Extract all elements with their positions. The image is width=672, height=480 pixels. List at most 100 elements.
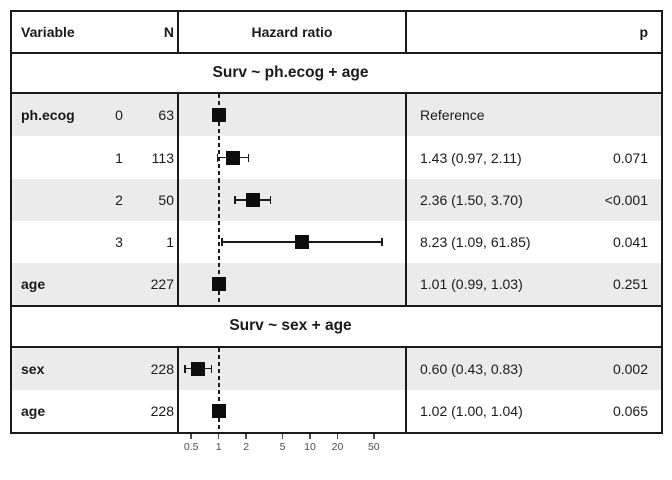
axis-tick-label: 10 (304, 441, 316, 453)
ci-cap-low (221, 238, 223, 246)
hr-plot-cell (179, 220, 407, 264)
column-header-n: N (163, 24, 174, 40)
table-row: sex 228 0.60 (0.43, 0.83) 0.002 (12, 347, 661, 390)
hr-point-square (212, 277, 227, 292)
estimate-cell: 2.36 (1.50, 3.70) <0.001 (407, 179, 661, 221)
p-value: 0.002 (612, 360, 648, 377)
estimate-cell: 1.01 (0.99, 1.03) 0.251 (407, 263, 661, 305)
reference-line (217, 220, 220, 264)
hr-point-square (211, 108, 226, 123)
section-header-row: Surv ~ ph.ecog + age (12, 52, 661, 95)
estimate-cell: 0.60 (0.43, 0.83) 0.002 (407, 348, 661, 390)
table-row: age 227 1.01 (0.99, 1.03) 0.251 (12, 263, 661, 306)
variable-level: 3 (115, 234, 123, 250)
p-value: <0.001 (604, 191, 648, 208)
column-header-hazard-ratio: Hazard ratio (251, 24, 333, 40)
axis-tick (281, 434, 284, 439)
table-header-row: Variable N Hazard ratio p (12, 12, 661, 52)
x-axis: 0.5 1 2 5 10 20 50 (179, 434, 407, 464)
ci-cap-low (233, 195, 236, 204)
row-label-cell: age 228 (12, 389, 179, 433)
row-label-cell: age 227 (12, 263, 179, 306)
hr-estimate-label: 8.23 (1.09, 61.85) (420, 234, 531, 250)
ci-cap-low (184, 364, 187, 373)
n-value: 63 (158, 107, 174, 124)
variable-level: 0 (115, 107, 123, 124)
hr-point-square (295, 235, 310, 249)
table-row: 2 50 2.36 (1.50, 3.70) <0.001 (12, 178, 661, 221)
table-row: 1 113 1.43 (0.97, 2.11) 0.071 (12, 136, 661, 179)
table-row: ph.ecog 0 63 Reference (12, 94, 661, 137)
variable-name: ph.ecog (21, 107, 75, 124)
axis-tick-label: 50 (367, 441, 380, 453)
ci-cap-low (216, 153, 219, 162)
ci-cap-high (247, 153, 250, 162)
hr-estimate-label: Reference (420, 107, 485, 124)
header-cell-hazard-ratio: Hazard ratio (179, 12, 407, 52)
hr-plot-cell (179, 136, 407, 179)
variable-level: 2 (115, 191, 123, 208)
variable-level: 1 (115, 149, 123, 166)
estimate-cell: 1.43 (0.97, 2.11) 0.071 (407, 136, 661, 178)
p-value: 0.071 (612, 149, 648, 166)
n-value: 113 (151, 149, 174, 166)
hr-plot-cell (179, 347, 407, 390)
hr-point-square (212, 403, 227, 418)
row-label-cell: ph.ecog 0 63 (12, 94, 179, 137)
section-title: Surv ~ sex + age (229, 317, 352, 335)
estimate-cell: 8.23 (1.09, 61.85) 0.041 (407, 221, 661, 263)
p-value: 0.251 (612, 276, 648, 293)
n-value: 228 (150, 402, 174, 419)
axis-tick (190, 434, 192, 439)
axis-tick (373, 434, 375, 439)
reference-line (217, 178, 220, 221)
estimate-cell: 1.02 (1.00, 1.04) 0.065 (407, 390, 661, 432)
row-label-cell: sex 228 (12, 347, 179, 390)
hr-plot-cell (179, 178, 407, 221)
header-cell-p: p (407, 12, 661, 52)
table-row: age 228 1.02 (1.00, 1.04) 0.065 (12, 389, 661, 433)
axis-tick (245, 434, 247, 439)
variable-name: age (21, 276, 46, 293)
p-value: 0.041 (612, 234, 648, 250)
header-cell-variable: Variable N (12, 12, 179, 52)
row-label-cell: 2 50 (12, 178, 179, 221)
axis-tick (309, 434, 311, 439)
section-header-row: Surv ~ sex + age (12, 305, 661, 348)
variable-name: age (21, 402, 46, 419)
ci-cap-high (381, 238, 384, 246)
axis-tick-label: 0.5 (183, 441, 199, 453)
column-header-p: p (639, 24, 648, 40)
ci-cap-high (210, 364, 213, 373)
n-value: 227 (150, 276, 174, 293)
axis-tick-label: 1 (215, 441, 222, 453)
axis-tick-label: 5 (279, 441, 286, 453)
hr-plot-cell (179, 389, 407, 433)
table-row: 3 1 8.23 (1.09, 61.85) 0.041 (12, 220, 661, 264)
axis-tick (217, 434, 220, 439)
hr-estimate-label: 1.01 (0.99, 1.03) (420, 276, 523, 293)
hr-point-square (191, 361, 206, 376)
axis-tick-label: 20 (331, 441, 344, 453)
forest-table: Variable N Hazard ratio p Surv ~ ph.ecog… (10, 10, 663, 434)
hr-point-square (245, 192, 260, 207)
estimate-cell: Reference (407, 94, 661, 136)
hr-plot-cell (179, 94, 407, 137)
hr-plot-cell (179, 263, 407, 306)
ci-cap-high (269, 195, 272, 204)
n-value: 228 (150, 360, 174, 377)
axis-tick-label: 2 (243, 441, 250, 453)
variable-name: sex (21, 360, 45, 377)
hr-estimate-label: 0.60 (0.43, 0.83) (420, 360, 523, 377)
column-header-variable: Variable (21, 24, 75, 40)
axis-tick (336, 434, 339, 439)
section-title: Surv ~ ph.ecog + age (212, 64, 369, 82)
n-value: 1 (166, 234, 174, 250)
hr-estimate-label: 1.02 (1.00, 1.04) (420, 402, 523, 419)
row-label-cell: 1 113 (12, 136, 179, 179)
reference-line (217, 347, 220, 390)
n-value: 50 (158, 191, 174, 208)
hr-point-square (225, 150, 240, 165)
